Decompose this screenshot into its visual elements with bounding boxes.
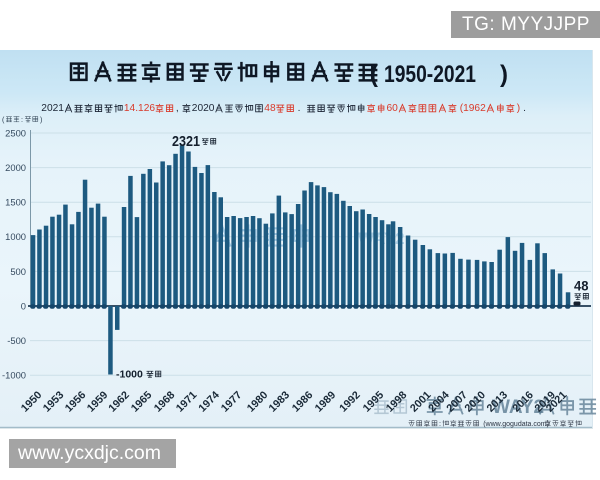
svg-text:WAY2: WAY2 bbox=[492, 397, 544, 418]
svg-text:1962: 1962 bbox=[463, 103, 486, 114]
svg-text:(: ( bbox=[460, 103, 464, 114]
svg-text:(www.gogudata.com): (www.gogudata.com) bbox=[483, 421, 549, 428]
svg-text:60: 60 bbox=[387, 103, 399, 114]
svg-text:48: 48 bbox=[574, 279, 589, 294]
svg-text:-1000: -1000 bbox=[2, 370, 26, 381]
svg-text:(: ( bbox=[2, 115, 5, 124]
svg-text:0: 0 bbox=[21, 300, 26, 311]
svg-text:500: 500 bbox=[10, 266, 26, 277]
svg-text:(: ( bbox=[370, 61, 378, 88]
svg-text:48: 48 bbox=[264, 103, 276, 114]
svg-text::: : bbox=[21, 115, 23, 124]
svg-text:14.126: 14.126 bbox=[124, 103, 155, 114]
svg-text:2321: 2321 bbox=[172, 134, 200, 150]
svg-text:,: , bbox=[176, 103, 179, 114]
svg-text:2021: 2021 bbox=[41, 103, 64, 114]
svg-text:.: . bbox=[298, 103, 301, 114]
svg-text:2020: 2020 bbox=[192, 103, 215, 114]
svg-text:-500: -500 bbox=[7, 335, 26, 346]
svg-text:1500: 1500 bbox=[5, 197, 26, 208]
svg-text:2000: 2000 bbox=[5, 162, 26, 173]
svg-text:2500: 2500 bbox=[5, 127, 26, 138]
svg-text:): ) bbox=[517, 103, 520, 114]
svg-text:.: . bbox=[523, 103, 526, 114]
svg-text:1000: 1000 bbox=[5, 231, 26, 242]
svg-text:1950-2021: 1950-2021 bbox=[384, 61, 476, 88]
svg-text:-1000: -1000 bbox=[116, 369, 143, 381]
svg-text::: : bbox=[439, 419, 441, 428]
svg-text:): ) bbox=[500, 61, 508, 88]
svg-text:): ) bbox=[40, 115, 42, 124]
